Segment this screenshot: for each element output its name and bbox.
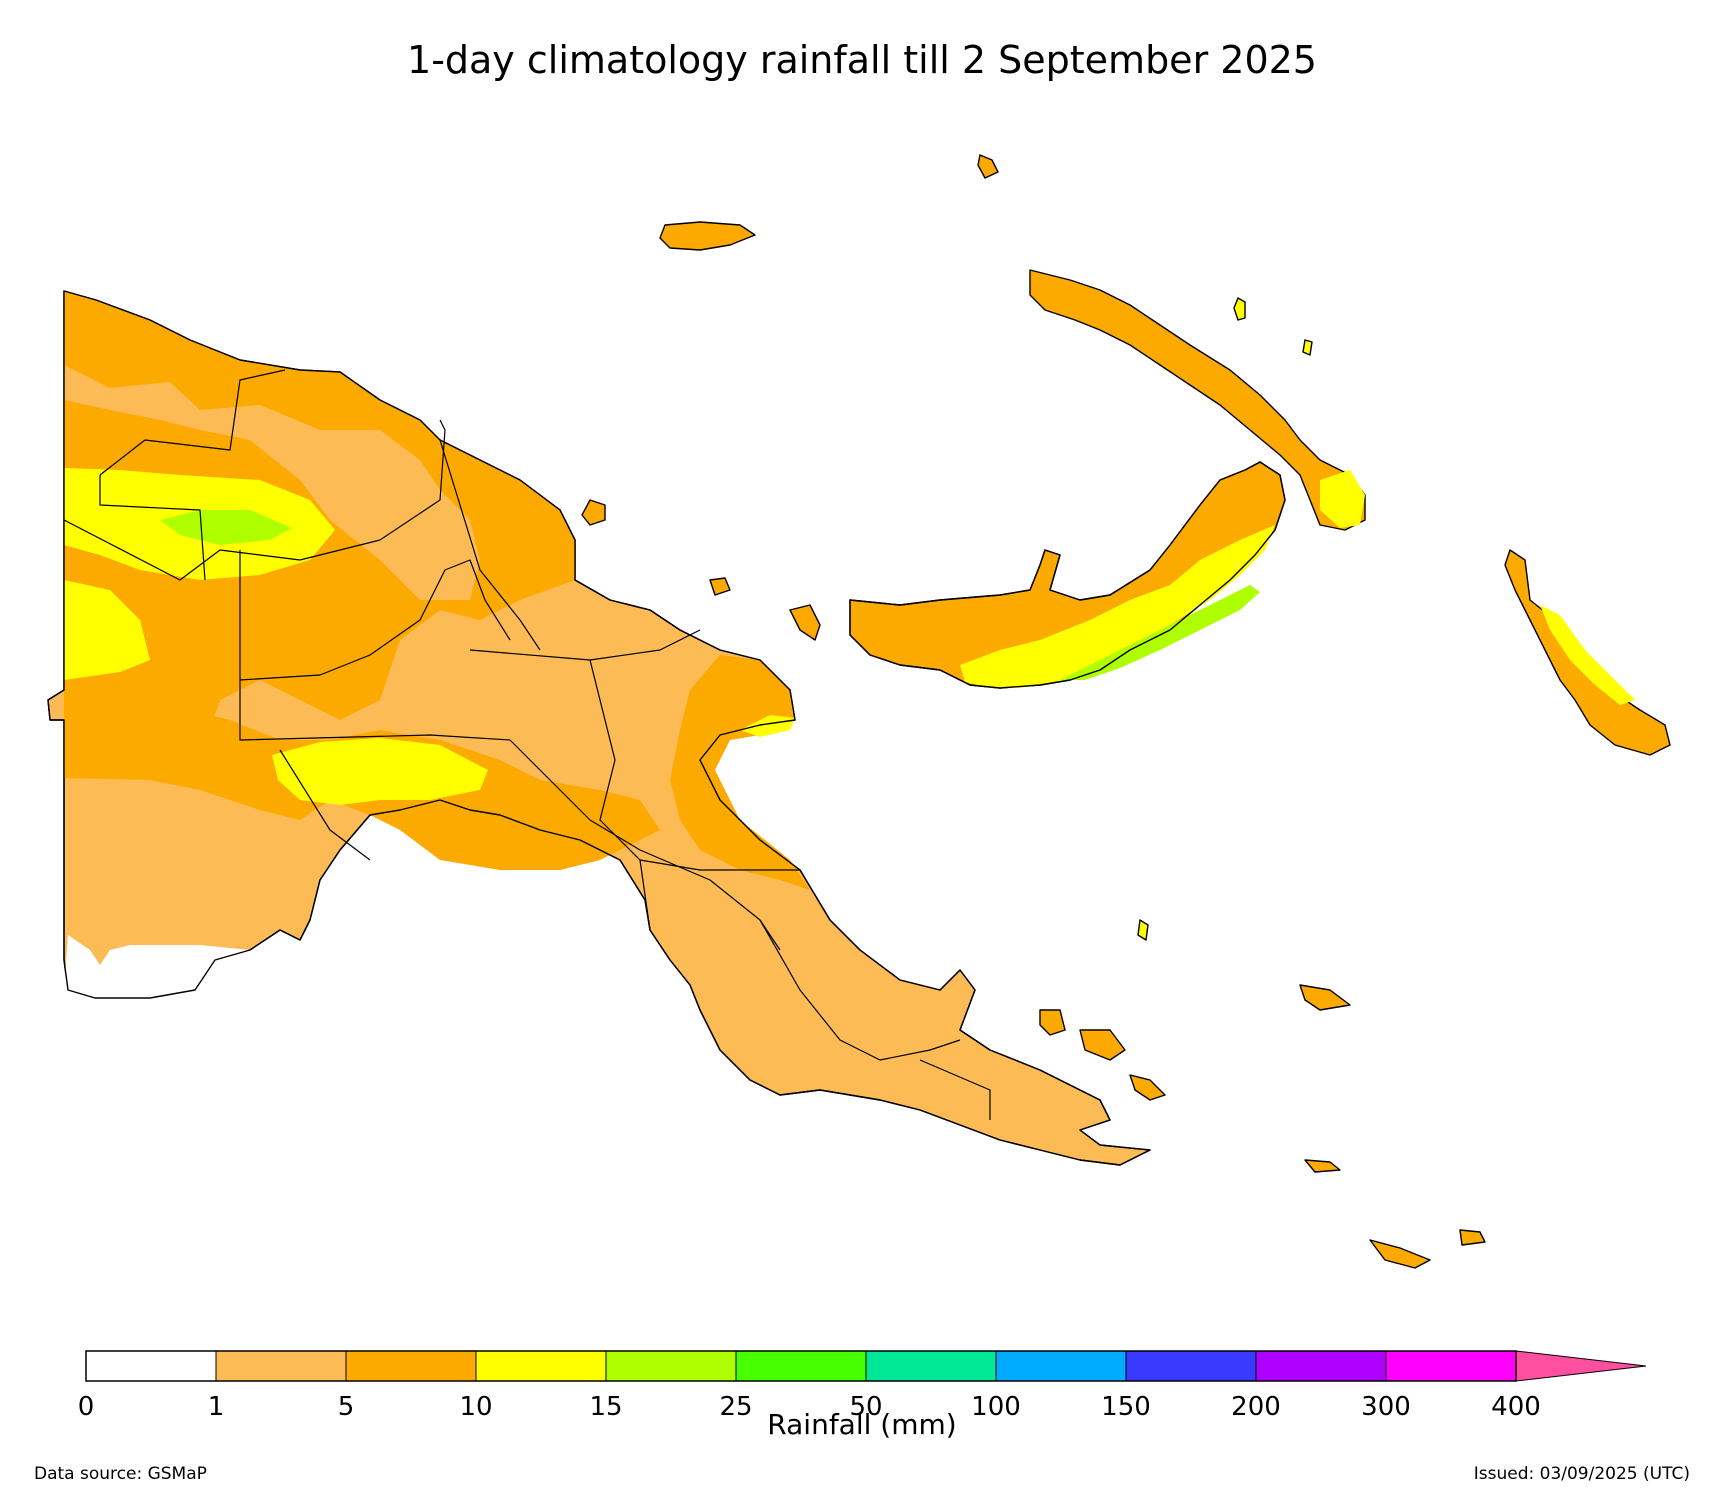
colorbar-tick-label: 100	[971, 1392, 1021, 1422]
zone-10-15-south	[272, 738, 488, 805]
zone-10-15-east	[740, 715, 795, 737]
bougainville-yellow	[1540, 605, 1635, 705]
colorbar-tick-label: 200	[1231, 1392, 1281, 1422]
colorbar-tick-label: 300	[1361, 1392, 1411, 1422]
colorbar-segment	[995, 1350, 1127, 1382]
colorbar-tick-label: 0	[78, 1392, 95, 1422]
colorbar-segment	[85, 1350, 217, 1382]
new-britain-green	[1060, 585, 1260, 680]
island-n	[1137, 919, 1149, 941]
island-e	[1079, 1029, 1126, 1061]
island-m	[1302, 339, 1313, 356]
colorbar-segment	[1385, 1350, 1517, 1382]
island-a	[581, 499, 606, 526]
colorbar-segment	[345, 1350, 477, 1382]
colorbar-tick-label: 15	[589, 1392, 622, 1422]
colorbar-outline	[85, 1350, 1517, 1382]
colorbar-label: Rainfall (mm)	[767, 1408, 957, 1441]
colorbar-segment	[735, 1350, 867, 1382]
new-britain-yellow	[960, 525, 1275, 688]
data-source: Data source: GSMaP	[34, 1464, 207, 1484]
colorbar-tick-label: 10	[459, 1392, 492, 1422]
issued-date: Issued: 03/09/2025 (UTC)	[1473, 1464, 1690, 1484]
zone-15-25-west	[160, 510, 292, 545]
zone-10-15-sw	[64, 580, 150, 680]
colorbar-segment	[475, 1350, 607, 1382]
mainland-outline	[47, 290, 1151, 1166]
new-ireland	[1029, 269, 1366, 531]
island-c	[789, 604, 821, 641]
island-b	[709, 577, 731, 596]
island-i	[1369, 1239, 1431, 1269]
zone-0-1-sw	[64, 935, 320, 1015]
province-boundaries	[63, 369, 991, 1120]
island-h	[1304, 1159, 1341, 1173]
colorbar-tick-label: 400	[1491, 1392, 1541, 1422]
new-britain-outline	[849, 461, 1286, 689]
island-d	[1039, 1009, 1066, 1036]
island-j	[1459, 1229, 1486, 1246]
map-title: 1-day climatology rainfall till 2 Septem…	[407, 38, 1317, 82]
colorbar-segment	[1255, 1350, 1387, 1382]
colorbar-tick-label: 5	[338, 1392, 355, 1422]
island-k	[977, 154, 999, 179]
colorbar-ticks: 0 1 5 10 15 25 50 100 150 200 300 400	[78, 1392, 1541, 1422]
colorbar-segment	[215, 1350, 347, 1382]
colorbar-segment	[865, 1350, 997, 1382]
colorbar-segment	[605, 1350, 737, 1382]
colorbar-tick-label: 50	[849, 1392, 882, 1422]
island-g	[1299, 984, 1351, 1011]
island-l	[1233, 297, 1246, 321]
colorbar-tick-label: 150	[1101, 1392, 1151, 1422]
colorbar-tick-label: 1	[208, 1392, 225, 1422]
new-ireland-yellow	[1320, 470, 1365, 528]
colorbar-segment	[1125, 1350, 1257, 1382]
colorbar-tick-label: 25	[719, 1392, 752, 1422]
island-f	[1129, 1074, 1166, 1101]
manus-island	[659, 221, 756, 251]
zone-5-10-east	[670, 655, 810, 890]
colorbar-segments	[85, 1350, 1647, 1382]
colorbar-extend-arrow	[1515, 1350, 1647, 1382]
